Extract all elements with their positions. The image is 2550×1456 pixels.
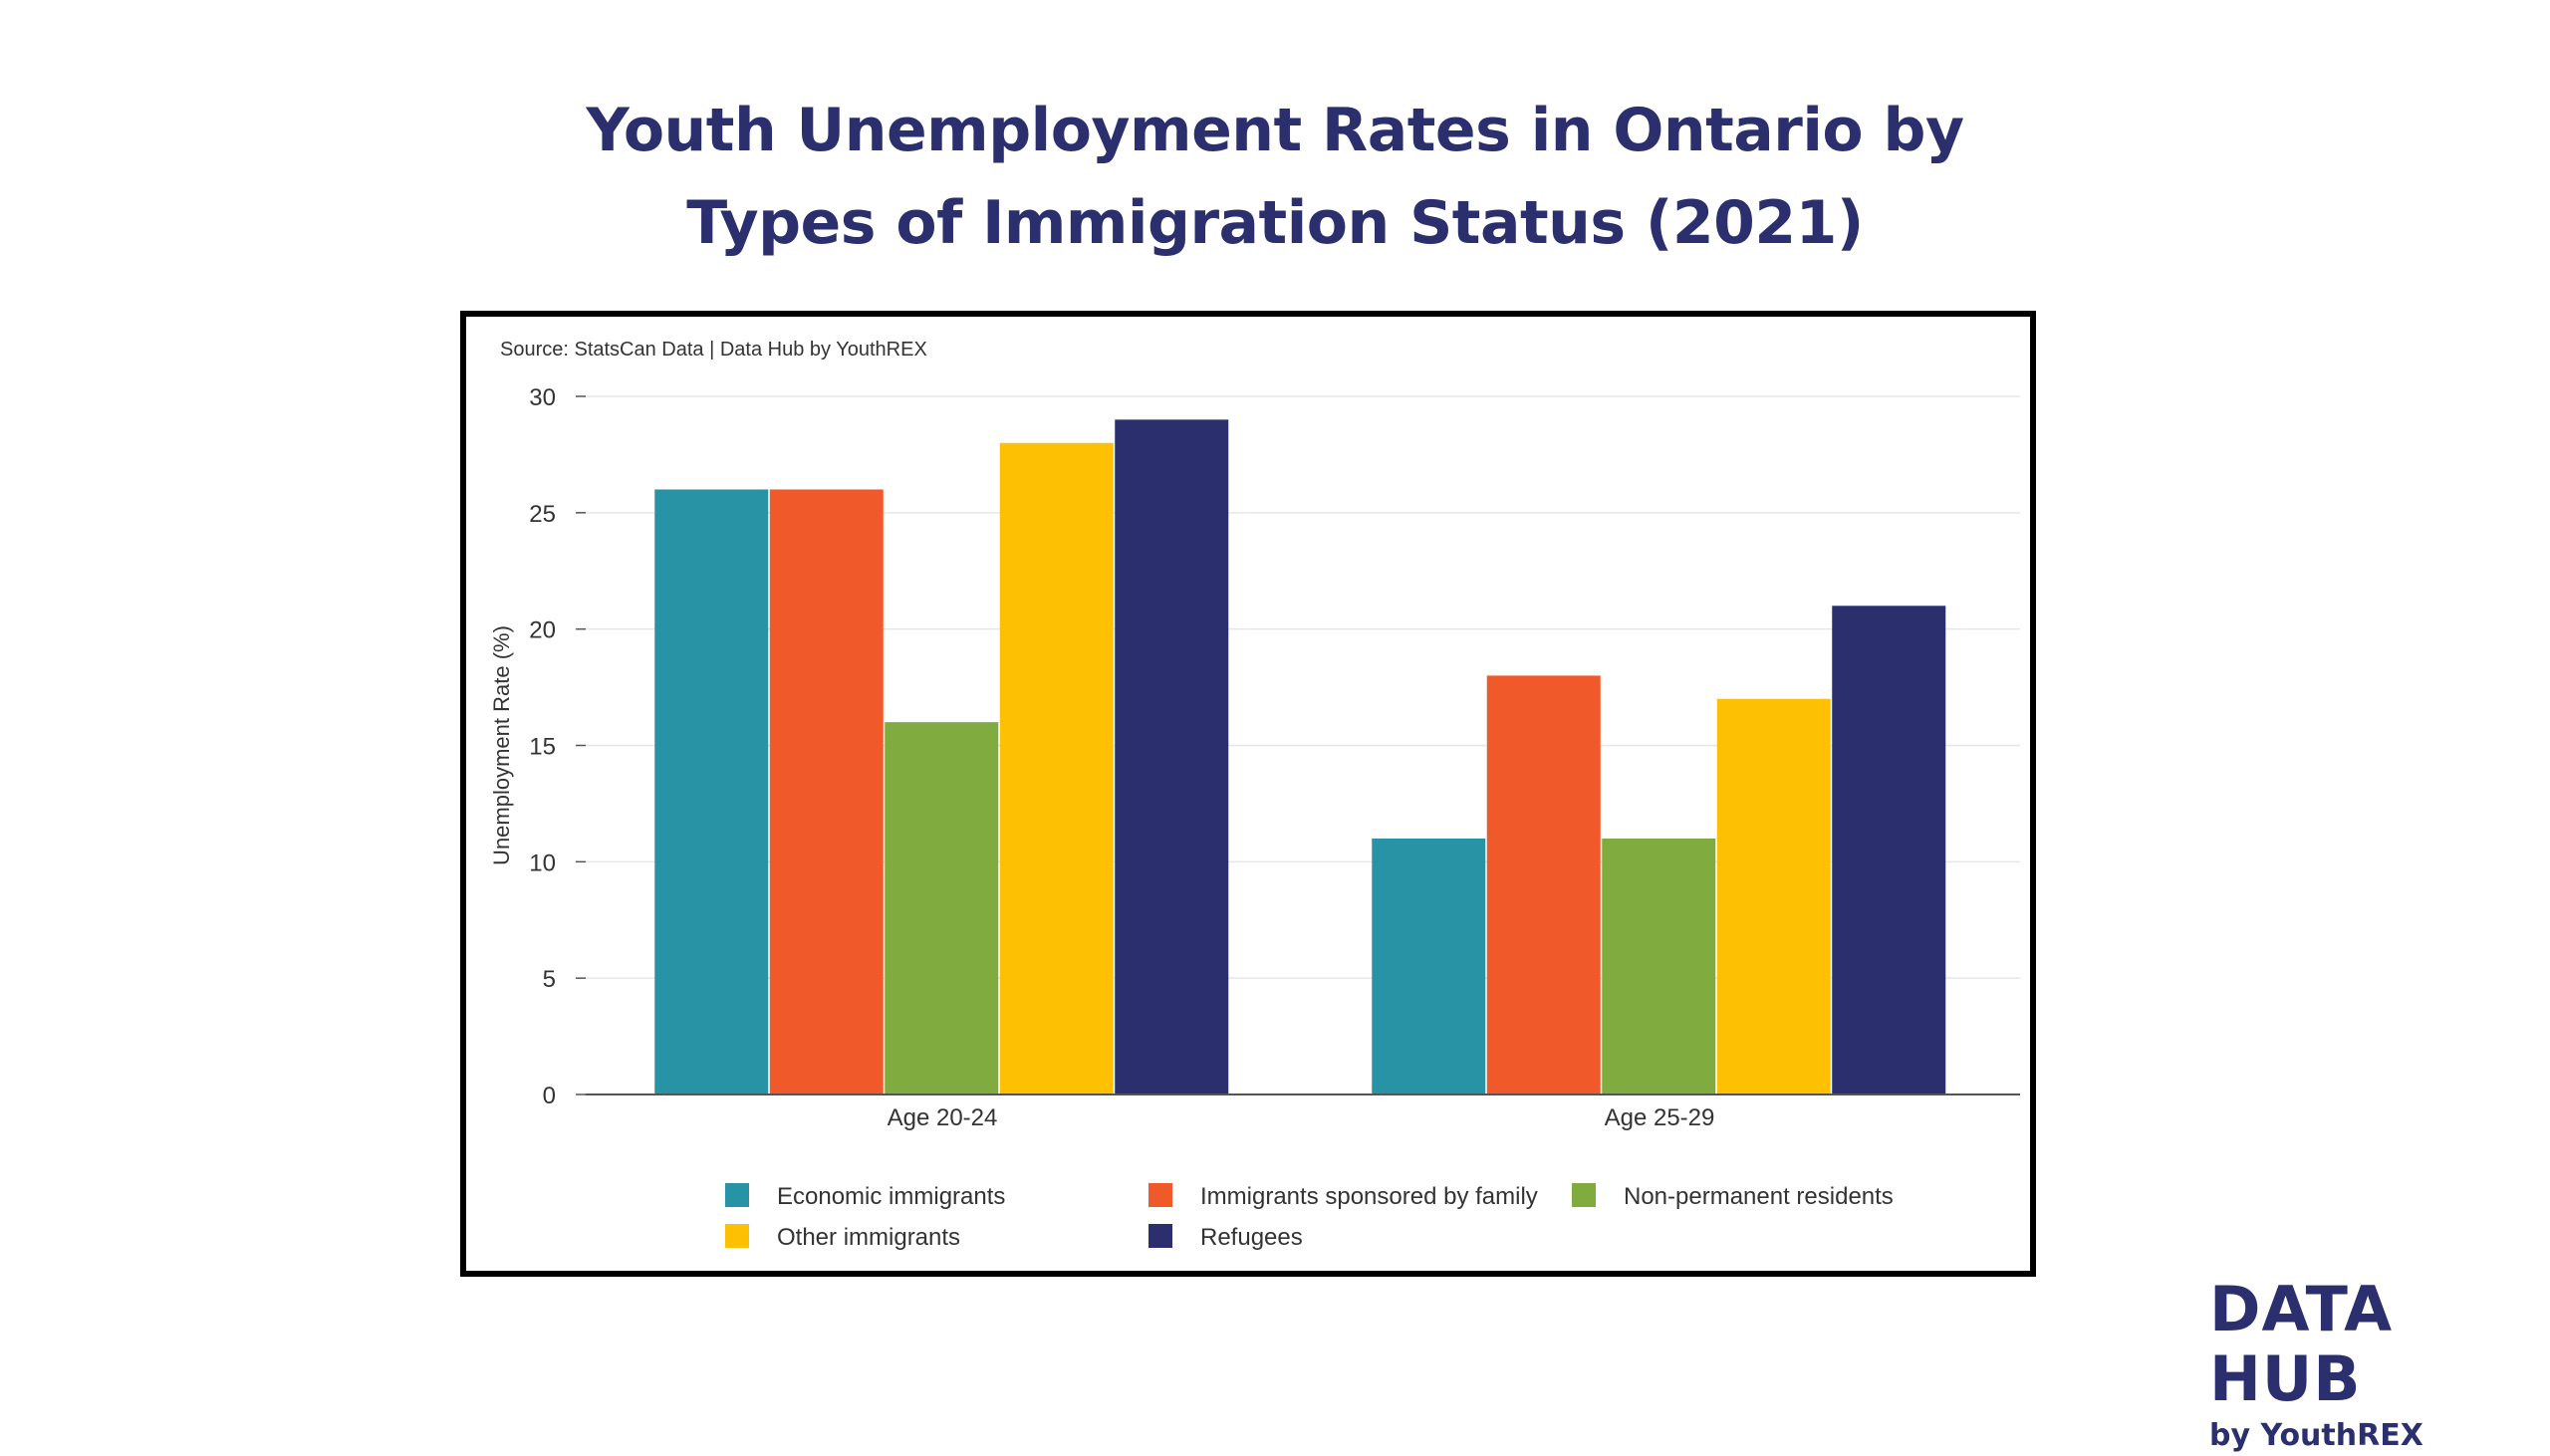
legend-label: Non-permanent residents [1624,1183,1894,1210]
bar-refugees-2 [1832,606,1946,1094]
bar-chart: Source: StatsCan Data | Data Hub by Yout… [489,339,2020,1251]
brand-logo: DATA HUB by YouthREX [2209,1275,2550,1456]
chart-title: Youth Unemployment Rates in Ontario by T… [0,85,2550,270]
legend-swatch [725,1183,749,1207]
source-note: Source: StatsCan Data | Data Hub by Yout… [500,339,927,361]
legend-label: Refugees [1200,1224,1303,1251]
legend-swatch [1572,1183,1596,1207]
brand-name: DATA HUB [2209,1273,2394,1415]
bar-non-permanent-residents-2 [1602,838,1716,1094]
y-axis-label: Unemployment Rate (%) [489,625,514,865]
y-tick-label: 30 [529,384,556,411]
y-tick-label: 0 [543,1083,556,1109]
bars [654,419,1946,1094]
axes: 0 5 10 15 20 25 30 Age 20-24 Age 25-29 [529,384,2020,1131]
title-line-1: Youth Unemployment Rates in Ontario by [586,96,1964,165]
chart-frame: Source: StatsCan Data | Data Hub by Yout… [460,311,2036,1277]
legend-label: Immigrants sponsored by family [1200,1183,1538,1210]
bar-economic-immigrants-1 [654,489,769,1094]
x-tick-label: Age 25-29 [1605,1104,1715,1131]
legend-label: Economic immigrants [777,1183,1005,1210]
brand-tagline: by YouthREX [2209,1418,2423,1453]
bar-refugees-1 [1115,419,1229,1094]
bar-immigrants-sponsored-by-family-1 [769,489,884,1094]
bar-other-immigrants-2 [1716,698,1831,1094]
legend-swatch [1148,1183,1172,1207]
y-tick-label: 10 [529,849,556,876]
legend: Economic immigrants Immigrants sponsored … [725,1183,1894,1251]
legend-swatch [725,1224,749,1248]
y-tick-label: 5 [543,966,556,993]
y-tick-label: 15 [529,734,556,761]
y-tick-label: 25 [529,501,556,528]
x-tick-label: Age 20-24 [888,1104,998,1131]
bar-economic-immigrants-2 [1372,838,1486,1094]
legend-swatch [1148,1224,1172,1248]
bar-non-permanent-residents-1 [885,722,999,1094]
legend-label: Other immigrants [777,1224,960,1251]
bar-immigrants-sponsored-by-family-2 [1486,675,1601,1094]
title-line-2: Types of Immigration Status (2021) [686,188,1864,258]
bar-other-immigrants-1 [999,442,1114,1094]
y-tick-label: 20 [529,617,556,644]
